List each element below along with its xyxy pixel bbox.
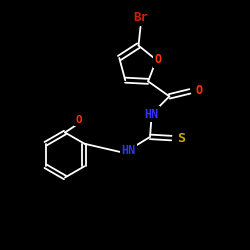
Text: O: O bbox=[76, 115, 82, 125]
Text: HN: HN bbox=[144, 108, 158, 121]
Text: S: S bbox=[177, 132, 185, 144]
Text: O: O bbox=[195, 84, 202, 96]
Text: Br: Br bbox=[134, 11, 148, 24]
Text: O: O bbox=[154, 54, 161, 66]
Text: HN: HN bbox=[122, 144, 136, 157]
